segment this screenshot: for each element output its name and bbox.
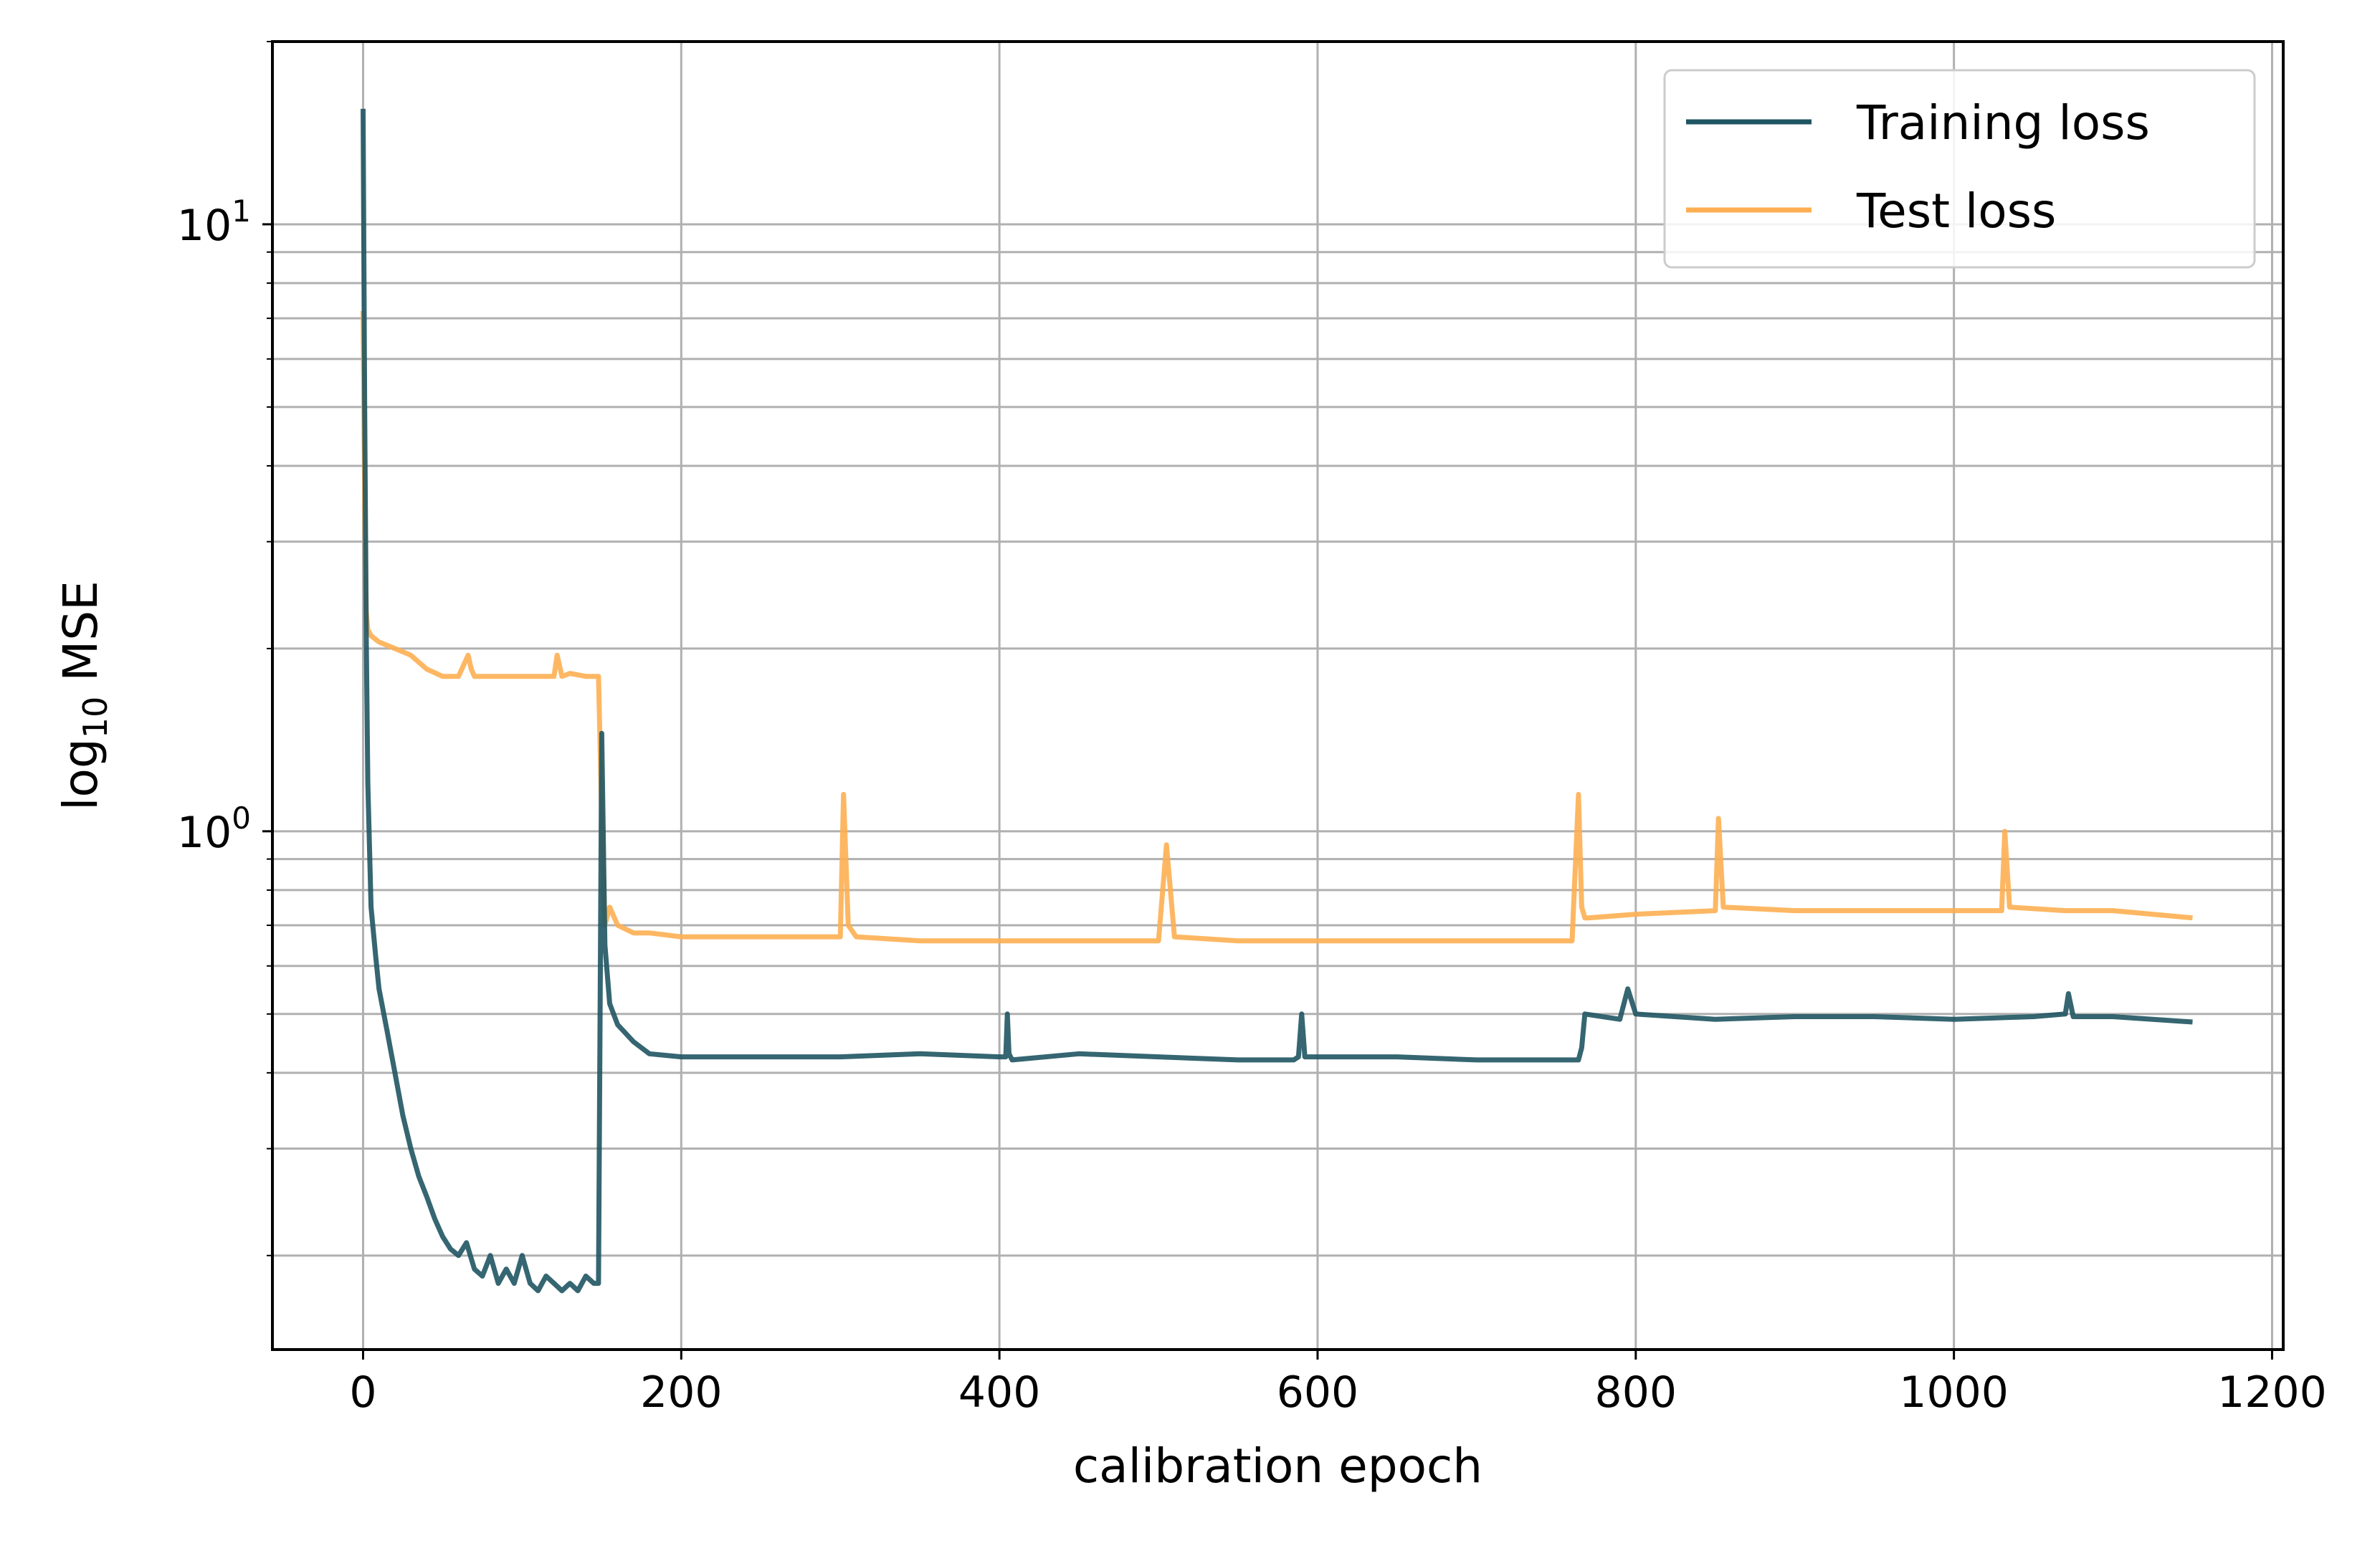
x-tick-label: 1200	[2217, 1367, 2327, 1418]
x-tick-label: 200	[640, 1367, 723, 1418]
x-tick-label: 800	[1595, 1367, 1677, 1418]
x-tick-label: 1000	[1899, 1367, 2009, 1418]
y-axis-label-subscript: 10	[76, 697, 115, 739]
series-lines	[361, 108, 2193, 1294]
y-axis-label-rest: MSE	[53, 581, 108, 697]
x-tick-label: 0	[349, 1367, 376, 1418]
x-tick-label: 600	[1277, 1367, 1359, 1418]
series-line-training-loss	[361, 108, 2193, 1294]
legend-label: Test loss	[1856, 183, 2056, 239]
y-tick-label: 100	[177, 801, 251, 858]
y-tick-label-exponent: 1	[232, 194, 251, 229]
y-tick-label-base: 10	[177, 201, 232, 251]
legend-label: Training loss	[1856, 95, 2150, 151]
x-tick-label: 400	[958, 1367, 1041, 1418]
plot-frame	[271, 40, 2285, 1351]
y-axis-label-base: log	[53, 738, 108, 811]
y-tick-label: 101	[177, 194, 251, 251]
series-line-test-loss	[361, 310, 2193, 944]
legend-box	[1663, 69, 2256, 269]
y-axis-label: log10 MSE	[53, 581, 115, 811]
legend: Training loss Test loss	[1663, 69, 2256, 269]
y-tick-label-exponent: 0	[232, 801, 251, 836]
y-tick-label-base: 10	[177, 808, 232, 858]
x-axis-label: calibration epoch	[1073, 1438, 1482, 1494]
